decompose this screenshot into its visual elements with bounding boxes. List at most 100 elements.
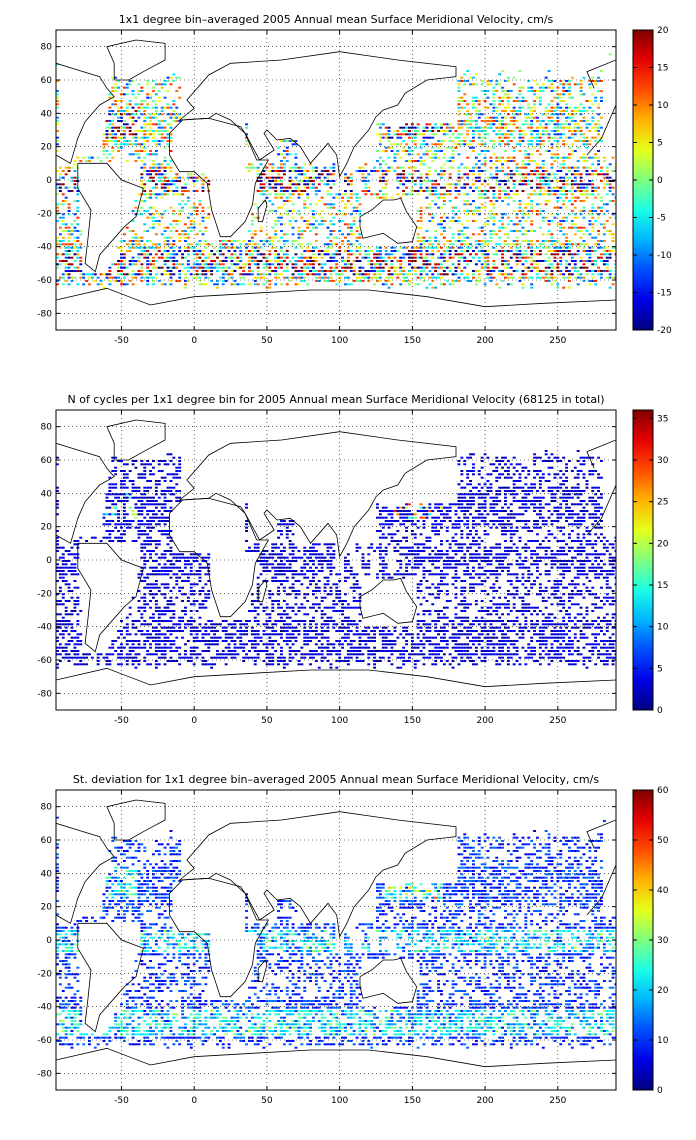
data-cell bbox=[186, 253, 190, 256]
data-cell bbox=[448, 220, 452, 222]
data-cell bbox=[73, 220, 77, 222]
data-cell bbox=[480, 80, 484, 82]
data-cell bbox=[376, 266, 379, 269]
data-cell bbox=[562, 163, 566, 166]
data-cell bbox=[509, 283, 513, 286]
data-cell bbox=[300, 166, 304, 169]
data-cell bbox=[568, 510, 571, 512]
data-cells bbox=[56, 53, 616, 289]
data-cell bbox=[291, 170, 295, 172]
data-cell bbox=[565, 233, 569, 236]
data-cell bbox=[576, 493, 580, 496]
data-cell bbox=[262, 240, 266, 242]
data-cell bbox=[288, 176, 292, 179]
data-cell bbox=[422, 153, 426, 156]
data-cell bbox=[536, 506, 539, 509]
data-cell bbox=[602, 233, 606, 236]
data-cell bbox=[448, 283, 452, 286]
data-cell bbox=[515, 143, 519, 146]
data-cell bbox=[501, 166, 505, 169]
data-cell bbox=[501, 86, 505, 89]
data-cell bbox=[547, 193, 551, 196]
data-cell bbox=[131, 246, 135, 249]
data-cell bbox=[122, 93, 126, 96]
data-cell bbox=[312, 186, 315, 189]
data-cell bbox=[495, 200, 499, 202]
data-cell bbox=[221, 280, 225, 282]
data-cell bbox=[544, 273, 548, 276]
data-cell bbox=[495, 250, 499, 252]
data-cell bbox=[416, 220, 420, 222]
data-cell bbox=[163, 236, 167, 239]
data-cell bbox=[582, 250, 586, 252]
data-cell bbox=[178, 210, 182, 212]
data-cell bbox=[346, 196, 350, 199]
data-cell bbox=[506, 476, 510, 479]
data-cell bbox=[559, 263, 563, 266]
data-cell bbox=[67, 170, 71, 172]
data-cell bbox=[192, 263, 196, 266]
data-cell bbox=[355, 280, 359, 282]
data-cell bbox=[489, 200, 493, 202]
data-cell bbox=[239, 266, 243, 269]
data-cell bbox=[329, 173, 333, 176]
data-cell bbox=[565, 126, 569, 129]
data-cell bbox=[495, 233, 499, 236]
data-cell bbox=[201, 220, 205, 222]
data-cell bbox=[346, 200, 350, 202]
data-cell bbox=[317, 263, 321, 266]
data-cell bbox=[562, 500, 566, 502]
data-cell bbox=[306, 226, 310, 229]
data-cell bbox=[556, 200, 560, 202]
data-cell bbox=[515, 256, 519, 259]
data-cell bbox=[384, 170, 388, 172]
data-cell bbox=[376, 150, 379, 152]
data-cell bbox=[102, 143, 106, 146]
data-cell bbox=[588, 166, 592, 169]
data-cell bbox=[178, 456, 182, 459]
data-cell bbox=[256, 190, 260, 192]
data-cell bbox=[329, 246, 333, 249]
data-cell bbox=[419, 220, 423, 222]
data-cell bbox=[76, 236, 80, 239]
data-cell bbox=[105, 500, 109, 502]
data-cell bbox=[393, 266, 397, 269]
data-cell bbox=[344, 266, 347, 269]
data-cell bbox=[431, 280, 435, 282]
data-cell bbox=[550, 106, 554, 109]
data-cell bbox=[96, 156, 100, 159]
data-cell bbox=[585, 186, 589, 189]
data-cell bbox=[64, 230, 68, 232]
data-cell bbox=[530, 136, 534, 139]
data-cell bbox=[344, 213, 347, 216]
data-cell bbox=[248, 263, 251, 266]
data-cell bbox=[402, 193, 406, 196]
data-cell bbox=[195, 213, 199, 216]
data-cell bbox=[149, 196, 153, 199]
data-cell bbox=[413, 250, 417, 252]
data-cell bbox=[440, 510, 443, 512]
data-cell bbox=[332, 236, 336, 239]
data-cell bbox=[378, 196, 382, 199]
data-cell bbox=[399, 506, 403, 509]
data-cell bbox=[597, 240, 601, 242]
data-cell bbox=[143, 170, 147, 172]
data-cell bbox=[550, 86, 554, 89]
data-cell bbox=[364, 276, 368, 279]
data-cell bbox=[143, 493, 147, 496]
data-cell bbox=[556, 460, 560, 462]
data-cell bbox=[536, 456, 539, 459]
data-cell bbox=[166, 123, 170, 126]
data-cell bbox=[169, 276, 173, 279]
data-cell bbox=[198, 280, 202, 282]
data-cell bbox=[122, 113, 126, 116]
data-cell bbox=[498, 120, 502, 122]
data-cell bbox=[477, 473, 481, 476]
data-cell bbox=[544, 180, 548, 182]
data-cell bbox=[201, 206, 205, 209]
data-cell bbox=[163, 500, 167, 502]
data-cell bbox=[460, 270, 464, 272]
data-cell bbox=[291, 263, 295, 266]
data-cell bbox=[466, 110, 470, 112]
data-cell bbox=[440, 220, 443, 222]
